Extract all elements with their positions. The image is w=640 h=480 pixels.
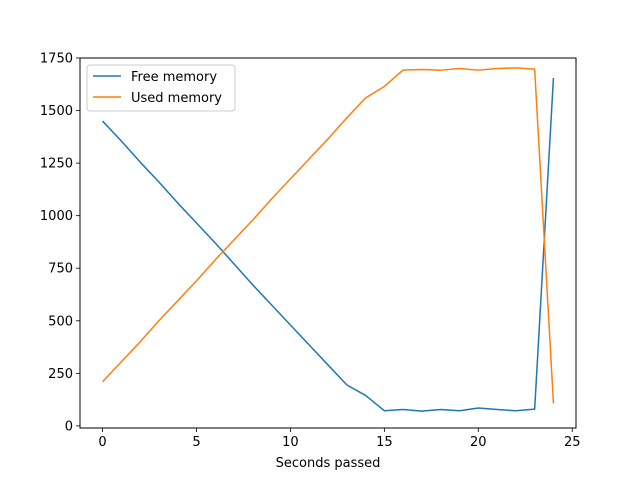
y-tick-label: 250: [48, 367, 73, 382]
y-tick-label: 1000: [40, 209, 73, 224]
y-axis: 0 250 500 750 1000 1250 1500 1750: [40, 52, 80, 434]
x-tick-label: 20: [470, 435, 487, 450]
x-tick-label: 15: [376, 435, 393, 450]
y-tick-label: 500: [48, 314, 73, 329]
y-tick-label: 0: [65, 419, 73, 434]
x-axis: 0 5 10 15 20 25: [98, 428, 581, 450]
y-tick-label: 1750: [40, 52, 73, 67]
series-line-free-memory: [102, 77, 555, 412]
x-tick-label: 0: [98, 435, 106, 450]
y-tick-label: 750: [48, 262, 73, 277]
series-line-used-memory: [102, 67, 555, 404]
x-tick-label: 25: [564, 435, 581, 450]
y-tick-label: 1250: [40, 157, 73, 172]
legend-label-free-memory: Free memory: [131, 70, 217, 85]
plot-frame: [79, 57, 577, 429]
legend-label-used-memory: Used memory: [131, 91, 222, 106]
legend: Free memory Used memory: [86, 64, 236, 112]
x-tick-label: 5: [192, 435, 200, 450]
legend-box: [86, 64, 236, 112]
plot-lines: [102, 67, 555, 412]
x-tick-label: 10: [282, 435, 299, 450]
y-tick-label: 1500: [40, 104, 73, 119]
x-axis-label: Seconds passed: [276, 456, 381, 471]
